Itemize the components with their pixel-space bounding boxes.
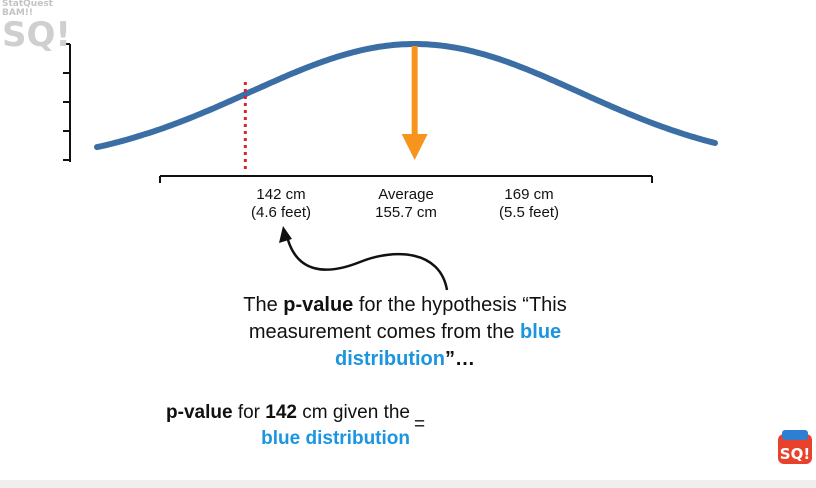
statquest-logo-bottom-right: SQ! (776, 428, 814, 468)
mean-arrow-head (401, 134, 428, 160)
x-label-169: 169 cm (5.5 feet) (498, 186, 560, 221)
x-label-142: 142 cm (4.6 feet) (250, 186, 312, 221)
svg-text:SQ!: SQ! (780, 445, 810, 463)
logo-badge-icon: SQ! (778, 430, 812, 464)
logo-text: StatQuest BAM!! (2, 0, 53, 18)
bottom-strip (0, 480, 816, 488)
x-axis (159, 175, 653, 183)
mean-arrow (401, 46, 428, 160)
pvalue-formula: p-value for 142 cm given the blue distri… (166, 402, 410, 449)
logo-mark: SQ! (2, 15, 71, 55)
x-label-average: Average 155.7 cm (375, 186, 437, 221)
pointer-arrow-head (279, 226, 292, 243)
statquest-logo-top-left: StatQuest BAM!! SQ! (0, 0, 71, 62)
y-axis (63, 43, 71, 162)
hypothesis-caption: The p-value for the hypothesis “This mea… (243, 294, 567, 370)
normal-curve (94, 41, 718, 151)
pointer-arrow-line (286, 239, 449, 291)
equals-sign: = (414, 414, 426, 435)
pointer-arrow (279, 226, 449, 291)
